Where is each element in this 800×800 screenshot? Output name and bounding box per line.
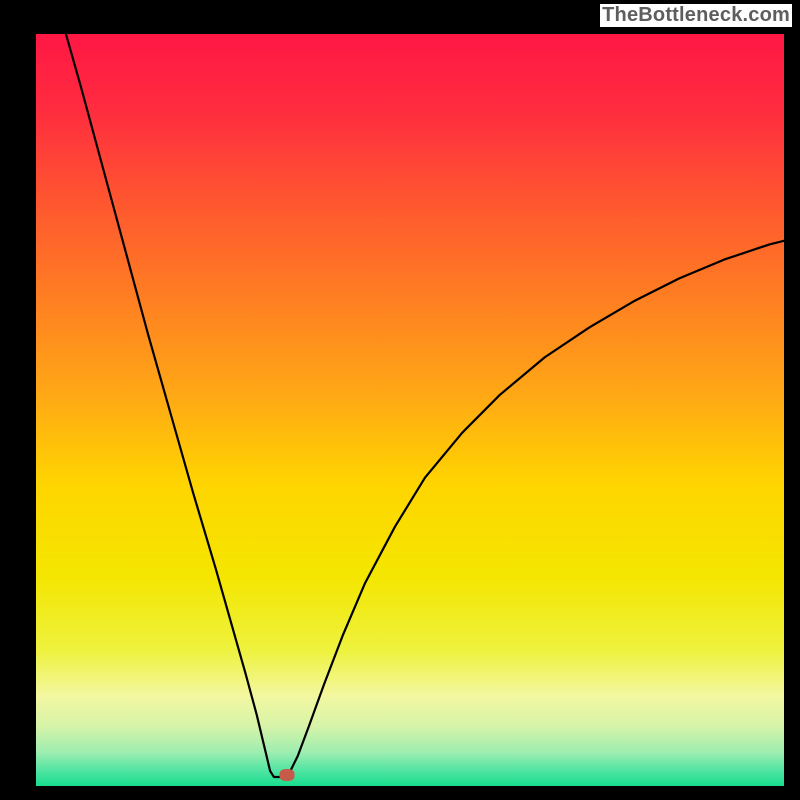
bottleneck-curve	[36, 34, 784, 786]
watermark-text: TheBottleneck.com	[600, 4, 792, 27]
frame-left	[0, 0, 36, 800]
frame-bottom	[0, 786, 800, 800]
frame-right	[784, 0, 800, 800]
optimum-marker	[279, 769, 294, 781]
chart-canvas: TheBottleneck.com	[0, 0, 800, 800]
plot-area	[36, 34, 784, 786]
